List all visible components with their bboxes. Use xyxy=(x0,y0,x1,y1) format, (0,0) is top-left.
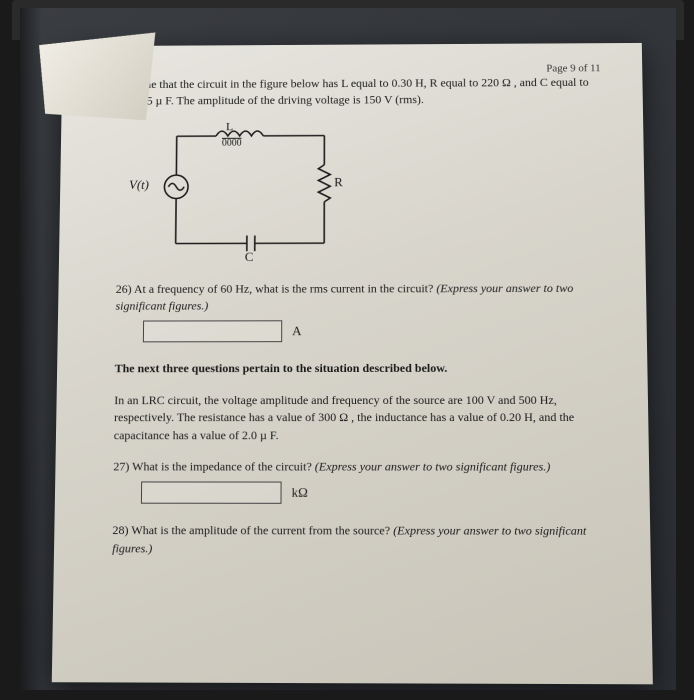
worksheet-page: Page 9 of 11 Assume that the circuit in … xyxy=(52,43,653,684)
answer-input-27[interactable] xyxy=(141,482,282,504)
unit-27: kΩ xyxy=(292,485,308,501)
inductor-glyph: 0000 xyxy=(222,137,242,148)
problem-intro: Assume that the circuit in the figure be… xyxy=(118,74,595,109)
q28-text: 28) What is the amplitude of the current… xyxy=(112,523,393,538)
q27-hint: (Express your answer to two significant … xyxy=(315,459,551,473)
left-shadow xyxy=(20,8,42,690)
q26-text: 26) At a frequency of 60 Hz, what is the… xyxy=(116,281,437,296)
photo-surface: Page 9 of 11 Assume that the circuit in … xyxy=(20,8,676,690)
unit-26: A xyxy=(292,324,301,340)
resistor-label: R xyxy=(334,175,343,189)
capacitor-label: C xyxy=(245,250,254,263)
question-28: 28) What is the amplitude of the current… xyxy=(112,522,602,558)
page-number: Page 9 of 11 xyxy=(546,62,600,74)
source-label: V(t) xyxy=(129,177,149,193)
question-27: 27) What is the impedance of the circuit… xyxy=(113,458,600,476)
circuit-diagram: L 0000 R C xyxy=(156,116,364,263)
question-26: 26) At a frequency of 60 Hz, what is the… xyxy=(115,280,598,315)
answer-input-26[interactable] xyxy=(143,321,282,343)
q27-text: 27) What is the impedance of the circuit… xyxy=(113,459,315,473)
section-heading: The next three questions pertain to the … xyxy=(115,360,600,378)
answer-row-27: kΩ xyxy=(141,482,601,505)
section-body: In an LRC circuit, the voltage amplitude… xyxy=(114,392,600,445)
page-curl xyxy=(39,32,164,131)
answer-row-26: A xyxy=(143,320,599,343)
